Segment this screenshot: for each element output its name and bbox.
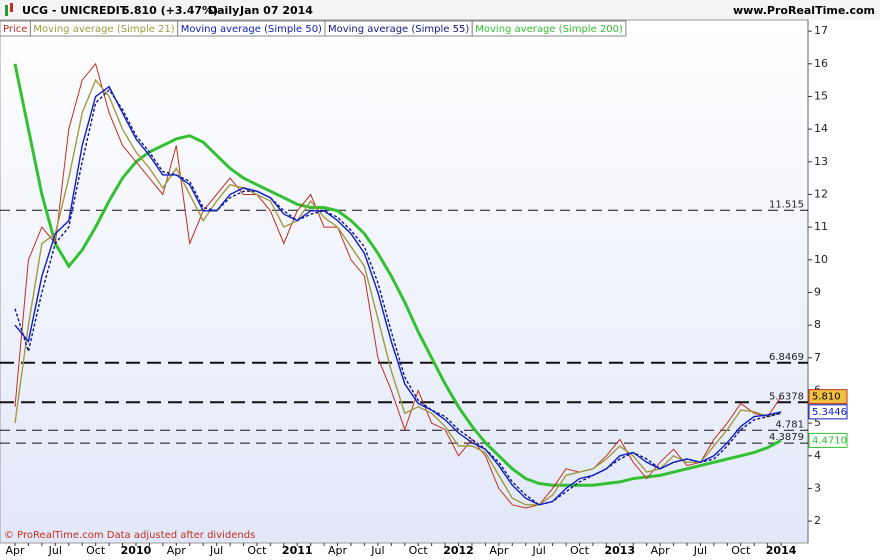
- series-line: [13, 63, 782, 487]
- x-tick-label: Jul: [209, 544, 223, 557]
- symbol: UCG - UNICREDIT: [22, 4, 128, 17]
- y-tick-label: 16: [814, 57, 828, 70]
- level-label: 5.6378: [769, 391, 804, 402]
- x-tick-label: Apr: [167, 544, 187, 557]
- plot-area: [0, 19, 809, 544]
- quote: 5.810 (+3.47%): [122, 4, 218, 17]
- y-tick-label: 3: [814, 481, 821, 494]
- y-tick-label: 14: [814, 122, 828, 135]
- price-tag: [808, 404, 848, 420]
- x-tick-label: Jul: [48, 544, 62, 557]
- level-label: 6.8469: [769, 352, 804, 363]
- y-tick-label: 7: [814, 351, 821, 364]
- y-tick-label: 11: [814, 220, 828, 233]
- price-tag-label: 5.810: [812, 392, 841, 403]
- x-tick-label: Oct: [409, 544, 429, 557]
- legend-label: Moving average (Simple 55): [328, 24, 469, 35]
- y-tick-label: 9: [814, 285, 821, 298]
- x-tick-label: Apr: [489, 544, 509, 557]
- header-bar: [0, 0, 880, 20]
- y-tick-label: 4: [814, 449, 821, 462]
- series-line: [14, 88, 782, 506]
- x-tick-label: 2011: [282, 544, 313, 557]
- price-tag-label: 4.4710: [812, 435, 847, 446]
- x-tick-label: Oct: [86, 544, 106, 557]
- level-label: 4.3879: [769, 432, 804, 443]
- y-tick-label: 17: [814, 24, 828, 37]
- series-line: [14, 85, 782, 506]
- y-tick-label: 5: [814, 416, 821, 429]
- level-label: 4.781: [775, 419, 804, 430]
- x-tick-label: Oct: [247, 544, 267, 557]
- x-tick-label: Jul: [370, 544, 384, 557]
- x-tick-label: Apr: [651, 544, 671, 557]
- x-tick-label: 2010: [121, 544, 152, 557]
- series-line: [14, 78, 782, 506]
- logo: [10, 3, 13, 12]
- legend-label: Moving average (Simple 200): [475, 24, 623, 35]
- price-tag: [808, 432, 848, 448]
- x-tick-label: Oct: [570, 544, 590, 557]
- x-tick-label: Jul: [532, 544, 546, 557]
- legend-label: Price: [3, 24, 27, 35]
- date: Jan 07 2014: [239, 4, 313, 17]
- y-tick-label: 13: [814, 155, 828, 168]
- y-tick-label: 15: [814, 89, 828, 102]
- period: Daily: [208, 4, 239, 17]
- y-tick-label: 2: [814, 514, 821, 527]
- x-tick-label: Oct: [731, 544, 751, 557]
- logo: [5, 5, 8, 16]
- legend-label: Moving average (Simple 21): [33, 24, 174, 35]
- y-tick-label: 10: [814, 253, 828, 266]
- site: www.ProRealTime.com: [733, 4, 875, 17]
- price-tag-label: 5.3446: [812, 407, 847, 418]
- price-tag: [808, 389, 848, 405]
- legend-item: [471, 20, 627, 37]
- x-tick-label: 2014: [766, 544, 797, 557]
- x-tick-label: Apr: [328, 544, 348, 557]
- footer: © ProRealTime.com Data adjusted after di…: [4, 530, 255, 541]
- x-tick-label: Apr: [5, 544, 25, 557]
- y-tick-label: 8: [814, 318, 821, 331]
- level-label: 11.515: [769, 199, 804, 210]
- x-tick-label: 2012: [443, 544, 474, 557]
- x-tick-label: 2013: [604, 544, 635, 557]
- x-tick-label: Jul: [693, 544, 707, 557]
- legend-label: Moving average (Simple 50): [181, 24, 322, 35]
- y-tick-label: 12: [814, 187, 828, 200]
